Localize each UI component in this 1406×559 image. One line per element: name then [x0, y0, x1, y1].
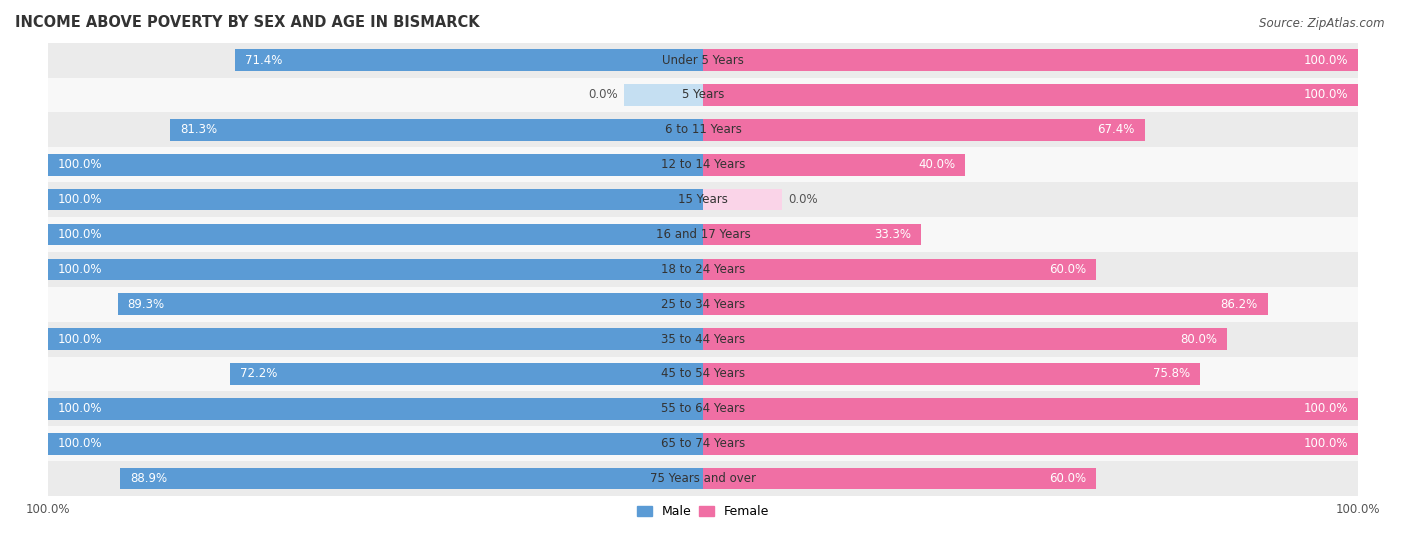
Bar [118, 293, 703, 315]
Text: 40.0%: 40.0% [918, 158, 955, 171]
Bar [48, 398, 703, 420]
Text: 15 Years: 15 Years [678, 193, 728, 206]
Text: 72.2%: 72.2% [240, 367, 277, 381]
Bar [48, 391, 1358, 427]
Text: 100.0%: 100.0% [58, 263, 103, 276]
Text: 16 and 17 Years: 16 and 17 Years [655, 228, 751, 241]
Text: 55 to 64 Years: 55 to 64 Years [661, 402, 745, 415]
Text: Source: ZipAtlas.com: Source: ZipAtlas.com [1260, 17, 1385, 30]
Text: 100.0%: 100.0% [58, 402, 103, 415]
Text: 25 to 34 Years: 25 to 34 Years [661, 298, 745, 311]
Text: 75 Years and over: 75 Years and over [650, 472, 756, 485]
Bar [703, 468, 1097, 489]
Bar [703, 433, 1358, 454]
Bar [48, 217, 1358, 252]
Text: 75.8%: 75.8% [1153, 367, 1189, 381]
Text: INCOME ABOVE POVERTY BY SEX AND AGE IN BISMARCK: INCOME ABOVE POVERTY BY SEX AND AGE IN B… [15, 15, 479, 30]
Bar [231, 363, 703, 385]
Text: 6 to 11 Years: 6 to 11 Years [665, 124, 741, 136]
Text: 100.0%: 100.0% [58, 158, 103, 171]
Bar [48, 147, 1358, 182]
Bar [703, 84, 1358, 106]
Bar [48, 42, 1358, 78]
Text: 33.3%: 33.3% [875, 228, 911, 241]
Bar [235, 49, 703, 71]
Bar [703, 154, 965, 176]
Text: 86.2%: 86.2% [1220, 298, 1258, 311]
Text: 0.0%: 0.0% [789, 193, 818, 206]
Text: 67.4%: 67.4% [1098, 124, 1135, 136]
Text: 5 Years: 5 Years [682, 88, 724, 101]
Text: 100.0%: 100.0% [58, 437, 103, 450]
Bar [48, 189, 703, 210]
Text: 88.9%: 88.9% [131, 472, 167, 485]
Text: 35 to 44 Years: 35 to 44 Years [661, 333, 745, 345]
Bar [48, 357, 1358, 391]
Bar [703, 189, 782, 210]
Bar [48, 182, 1358, 217]
Text: 100.0%: 100.0% [58, 193, 103, 206]
Text: 60.0%: 60.0% [1049, 472, 1087, 485]
Bar [48, 328, 703, 350]
Bar [121, 468, 703, 489]
Text: 12 to 14 Years: 12 to 14 Years [661, 158, 745, 171]
Bar [703, 258, 1097, 280]
Text: 71.4%: 71.4% [245, 54, 283, 67]
Text: 100.0%: 100.0% [1303, 437, 1348, 450]
Text: 81.3%: 81.3% [180, 124, 218, 136]
Bar [703, 49, 1358, 71]
Bar [703, 398, 1358, 420]
Bar [170, 119, 703, 141]
Text: 65 to 74 Years: 65 to 74 Years [661, 437, 745, 450]
Bar [703, 328, 1227, 350]
Bar [48, 287, 1358, 321]
Bar [48, 433, 703, 454]
Bar [48, 252, 1358, 287]
Bar [703, 119, 1144, 141]
Bar [624, 84, 703, 106]
Text: 89.3%: 89.3% [128, 298, 165, 311]
Text: 100.0%: 100.0% [1303, 402, 1348, 415]
Text: 100.0%: 100.0% [1303, 88, 1348, 101]
Text: Under 5 Years: Under 5 Years [662, 54, 744, 67]
Bar [48, 224, 703, 245]
Text: 0.0%: 0.0% [588, 88, 617, 101]
Bar [703, 363, 1199, 385]
Text: 100.0%: 100.0% [58, 228, 103, 241]
Text: 100.0%: 100.0% [58, 333, 103, 345]
Bar [48, 321, 1358, 357]
Bar [48, 258, 703, 280]
Text: 18 to 24 Years: 18 to 24 Years [661, 263, 745, 276]
Legend: Male, Female: Male, Female [631, 500, 775, 523]
Text: 80.0%: 80.0% [1181, 333, 1218, 345]
Bar [703, 293, 1268, 315]
Text: 100.0%: 100.0% [1303, 54, 1348, 67]
Bar [48, 78, 1358, 112]
Bar [48, 427, 1358, 461]
Bar [48, 461, 1358, 496]
Bar [48, 154, 703, 176]
Bar [703, 224, 921, 245]
Bar [48, 112, 1358, 147]
Text: 45 to 54 Years: 45 to 54 Years [661, 367, 745, 381]
Text: 60.0%: 60.0% [1049, 263, 1087, 276]
